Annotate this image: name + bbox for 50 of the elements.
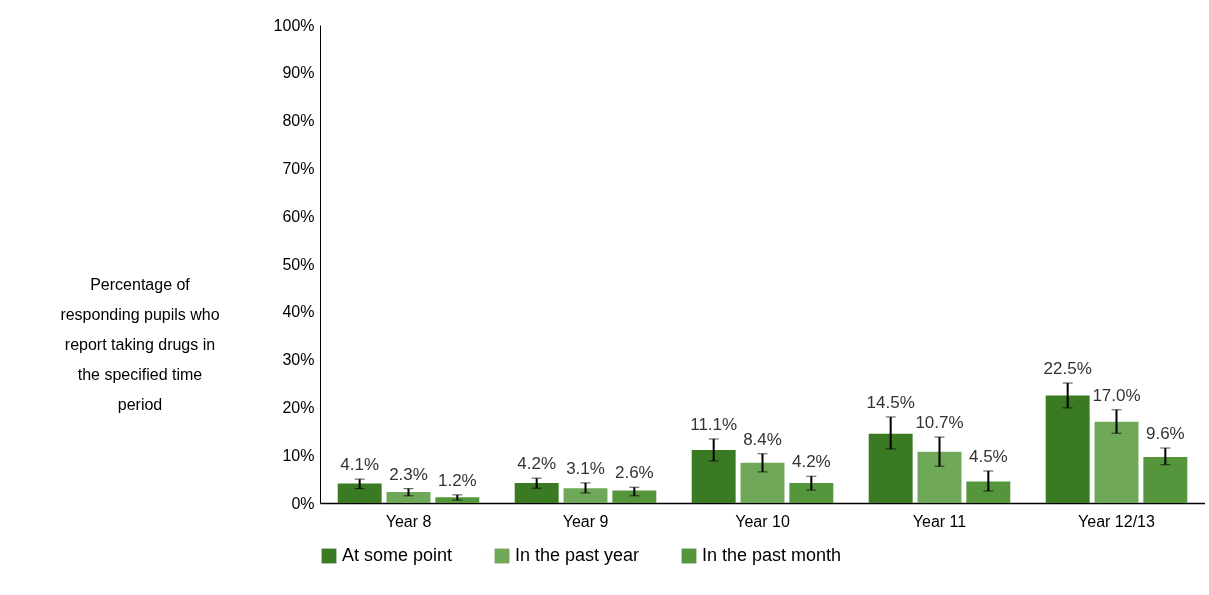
data-label: 9.6% <box>1145 424 1185 444</box>
y-tick-label: 100% <box>273 16 315 34</box>
y-axis-title: Percentage of responding pupils who report taking drugs in the specified time period <box>60 276 220 413</box>
bar <box>966 481 1011 503</box>
bar <box>1045 395 1090 503</box>
bar <box>789 482 834 503</box>
y-tick-label: 90% <box>282 64 315 82</box>
data-label: 4.2% <box>517 454 557 474</box>
bar <box>691 449 736 503</box>
bar <box>386 492 431 503</box>
data-label: 2.3% <box>389 464 428 484</box>
data-label: 4.2% <box>791 452 831 472</box>
y-tick-label: 70% <box>282 159 315 177</box>
y-tick-label: 10% <box>282 446 315 464</box>
legend-label: At some point <box>342 545 453 565</box>
bar <box>740 462 785 503</box>
y-tick-label: 80% <box>282 112 315 130</box>
bar <box>563 488 608 503</box>
bar <box>435 497 480 503</box>
bar <box>514 482 559 503</box>
x-tick-label: Year 11 <box>912 512 967 530</box>
bar <box>1143 457 1188 503</box>
data-label: 11.1% <box>690 414 738 434</box>
legend-label: In the past month <box>702 545 842 565</box>
bar <box>917 451 962 503</box>
data-label: 14.5% <box>866 392 915 412</box>
bar <box>612 490 657 503</box>
y-tick-label: 40% <box>282 303 315 321</box>
y-tick-label: 30% <box>282 351 315 369</box>
data-label: 10.7% <box>915 413 964 433</box>
x-tick-label: Year 8 <box>385 512 432 530</box>
data-label: 3.1% <box>566 458 605 478</box>
y-tick-label: 20% <box>282 398 315 416</box>
bar <box>1094 421 1139 503</box>
data-label: 4.1% <box>340 455 380 475</box>
bar <box>337 483 382 503</box>
x-tick-label: Year 12/13 <box>1078 512 1156 530</box>
y-tick-label: 60% <box>282 207 315 225</box>
data-label: 8.4% <box>743 429 782 449</box>
data-label: 1.2% <box>437 470 477 490</box>
x-tick-label: Year 9 <box>562 512 609 530</box>
y-tick-label: 50% <box>282 255 315 273</box>
y-tick-label: 0% <box>291 494 315 512</box>
data-label: 17.0% <box>1092 385 1141 405</box>
data-label: 22.5% <box>1043 359 1092 379</box>
data-label: 2.6% <box>614 463 654 483</box>
bar <box>868 433 913 503</box>
data-label: 4.5% <box>968 446 1008 466</box>
legend-label: In the past year <box>515 545 640 565</box>
x-tick-label: Year 10 <box>735 512 790 530</box>
